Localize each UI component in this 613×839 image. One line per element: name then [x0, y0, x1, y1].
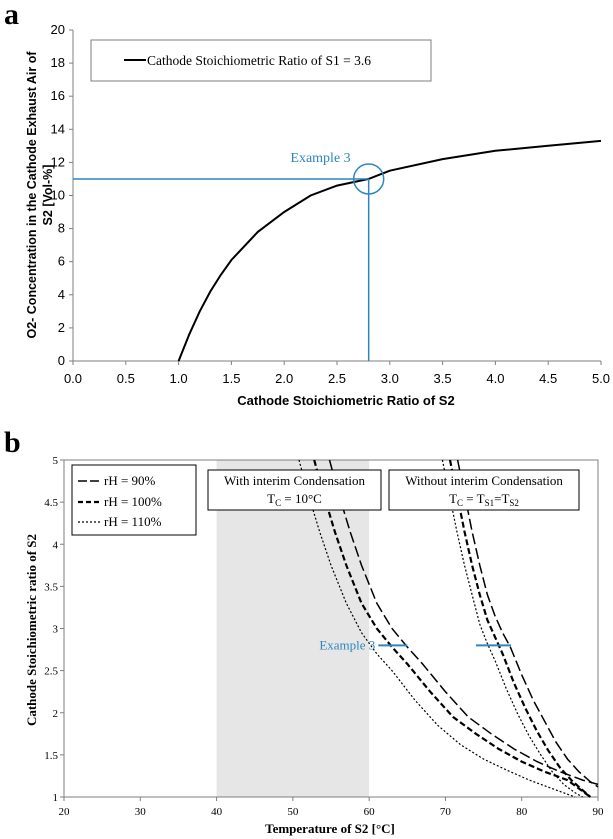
panel-a-y-tick-label: 4	[58, 287, 65, 302]
ts2-t: =T	[494, 491, 509, 506]
without-condensation-temperature: TC = TS1=TS2	[449, 491, 519, 508]
panel-b-y-tick-label: 4.5	[44, 497, 58, 509]
with-condensation-temperature: TC = 10°C	[267, 491, 322, 508]
panel-a-y-tick-label: 0	[58, 353, 65, 368]
ts2-sub: S2	[509, 498, 519, 508]
panel-a-marks: 0.0 0.5 1.0 1.5 2.0 2.5 3.0 3.5 4.0 4.5 5.0 0 2 4 6 8 10…	[51, 22, 611, 386]
ts1-sub: S1	[485, 498, 495, 508]
panel-a-y-tick-label: 8	[58, 221, 65, 236]
panel-b-x-tick-label: 60	[364, 806, 376, 818]
panel-b-y-tick-label: 1	[53, 792, 59, 804]
panel-b-x-tick-label: 40	[211, 806, 223, 818]
panel-b-series-line	[313, 459, 592, 798]
panel-b-y-tick-label: 3	[53, 624, 59, 636]
panel-b-x-tick-label: 70	[440, 806, 452, 818]
panel-b-y-tick-label: 3.5	[44, 581, 58, 593]
panel-a-x-tick-label: 1.5	[222, 371, 240, 386]
ts1-t: = T	[463, 491, 485, 506]
panel-b-series-line	[456, 459, 599, 788]
panel-a-x-tick-label: 4.5	[539, 371, 557, 386]
panel-b-y-tick-label: 4	[53, 539, 59, 551]
panel-b-x-tick-label: 90	[593, 806, 605, 818]
panel-a-y-tick-label: 14	[51, 121, 65, 136]
panel-a-x-tick-label: 3.0	[381, 371, 399, 386]
panel-b-legend-label-rh110: rH = 110%	[104, 514, 162, 529]
panel-a-x-axis-label: Cathode Stoichiometric Ratio of S2	[237, 393, 454, 408]
panel-b-legend: rH = 90% rH = 100% rH = 110%	[71, 464, 197, 536]
panel-a-x-tick-label: 2.0	[275, 371, 293, 386]
panel-b-y-tick-label: 2.5	[44, 666, 58, 678]
with-condensation-box	[207, 469, 382, 511]
panel-b-legend-box	[71, 464, 197, 536]
panel-a-y-tick-label: 10	[51, 188, 65, 203]
panel-a-letter: a	[4, 0, 19, 31]
panel-a-y-tick-label: 18	[51, 55, 65, 70]
panel-a-x-tick-label: 4.0	[486, 371, 504, 386]
with-condensation-t-value: = 10°C	[281, 491, 322, 506]
panel-a-y-axis-label-line1: O2- Concentration in the Cathode Exhaust…	[25, 51, 39, 339]
panel-a-series-line	[177, 139, 602, 362]
panel-a-example-circle	[352, 163, 385, 195]
without-condensation-box	[388, 469, 580, 511]
panel-a-legend-label: Cathode Stoichiometric Ratio of S1 = 3.6	[147, 53, 371, 68]
tc-t: T	[449, 491, 457, 506]
panel-b-x-axis-label: Temperature of S2 [°C]	[265, 821, 395, 836]
panel-b-y-tick-label: 2	[53, 708, 59, 720]
panel-b-series-line	[441, 459, 583, 798]
panel-a-x-tick-label: 2.5	[328, 371, 346, 386]
panel-b-y-tick-label: 5	[53, 455, 59, 467]
panel-a-x-tick-label: 0.0	[64, 371, 82, 386]
panel-a-y-tick-label: 6	[58, 254, 65, 269]
panel-a-legend: Cathode Stoichiometric Ratio of S1 = 3.6	[90, 39, 432, 82]
panel-b-x-tick-label: 20	[59, 806, 71, 818]
panel-b-x-tick-label: 50	[287, 806, 299, 818]
panel-b-letter: b	[4, 426, 21, 459]
panel-b-y-tick-label: 1.5	[44, 750, 58, 762]
panel-b-x-tick-label: 30	[135, 806, 147, 818]
panel-b-shaded-region	[216, 460, 370, 797]
panel-a-y-axis-label-line2: S2 [Vol-%]	[41, 165, 55, 226]
panel-a-y-tick-label: 12	[51, 154, 65, 169]
panel-b-marks: 20 30 40 50 60 70 80 90 1 1.5 2 2.5 3 3.5 4 4.5 5 Example…	[44, 455, 604, 818]
panel-b-series-line	[298, 459, 576, 798]
panel-a-y-tick-label: 20	[51, 22, 65, 37]
panel-a-legend-box	[90, 39, 432, 82]
panel-b-legend-label-rh90: rH = 90%	[104, 473, 156, 488]
panel-a-y-tick-label: 2	[58, 320, 65, 335]
panel-b-box-with-condensation: With interim Condensation TC = 10°C	[207, 469, 382, 511]
panel-b-y-axis-label: Cathode Stoichiometric ratio of S2	[24, 534, 39, 726]
with-condensation-t: T	[267, 491, 275, 506]
panel-a-x-tick-label: 5.0	[592, 371, 610, 386]
panel-a-y-tick-label: 16	[51, 88, 65, 103]
panel-b-legend-label-rh100: rH = 100%	[104, 494, 162, 509]
with-condensation-title: With interim Condensation	[224, 473, 366, 488]
panel-b-x-tick-label: 80	[516, 806, 528, 818]
without-condensation-title: Without interim Condensation	[405, 473, 563, 488]
panel-b-example-label: Example 3	[319, 637, 375, 652]
with-condensation-t-sub: C	[275, 498, 281, 508]
panel-a-x-tick-label: 0.5	[117, 371, 135, 386]
chart-panel-a: a 0.0 0.5 1.0 1.5 2.0 2.5 3.0 3.5 4.0 4.5 5.0 0 2 4 6 8…	[4, 0, 610, 408]
panel-a-x-tick-label: 1.0	[170, 371, 188, 386]
panel-a-example-label: Example 3	[290, 151, 350, 166]
panel-b-series-line	[448, 459, 592, 798]
panel-b-series-line	[328, 459, 599, 786]
chart-panel-b: b 20 30 40 50 60 70 80 90 1 1.5 2 2.5 3 3.5 4 4.5 5 Examp…	[4, 426, 604, 836]
tc-sub: C	[457, 498, 463, 508]
panel-b-box-without-condensation: Without interim Condensation TC = TS1=TS…	[388, 469, 580, 511]
panel-a-x-tick-label: 3.5	[434, 371, 452, 386]
